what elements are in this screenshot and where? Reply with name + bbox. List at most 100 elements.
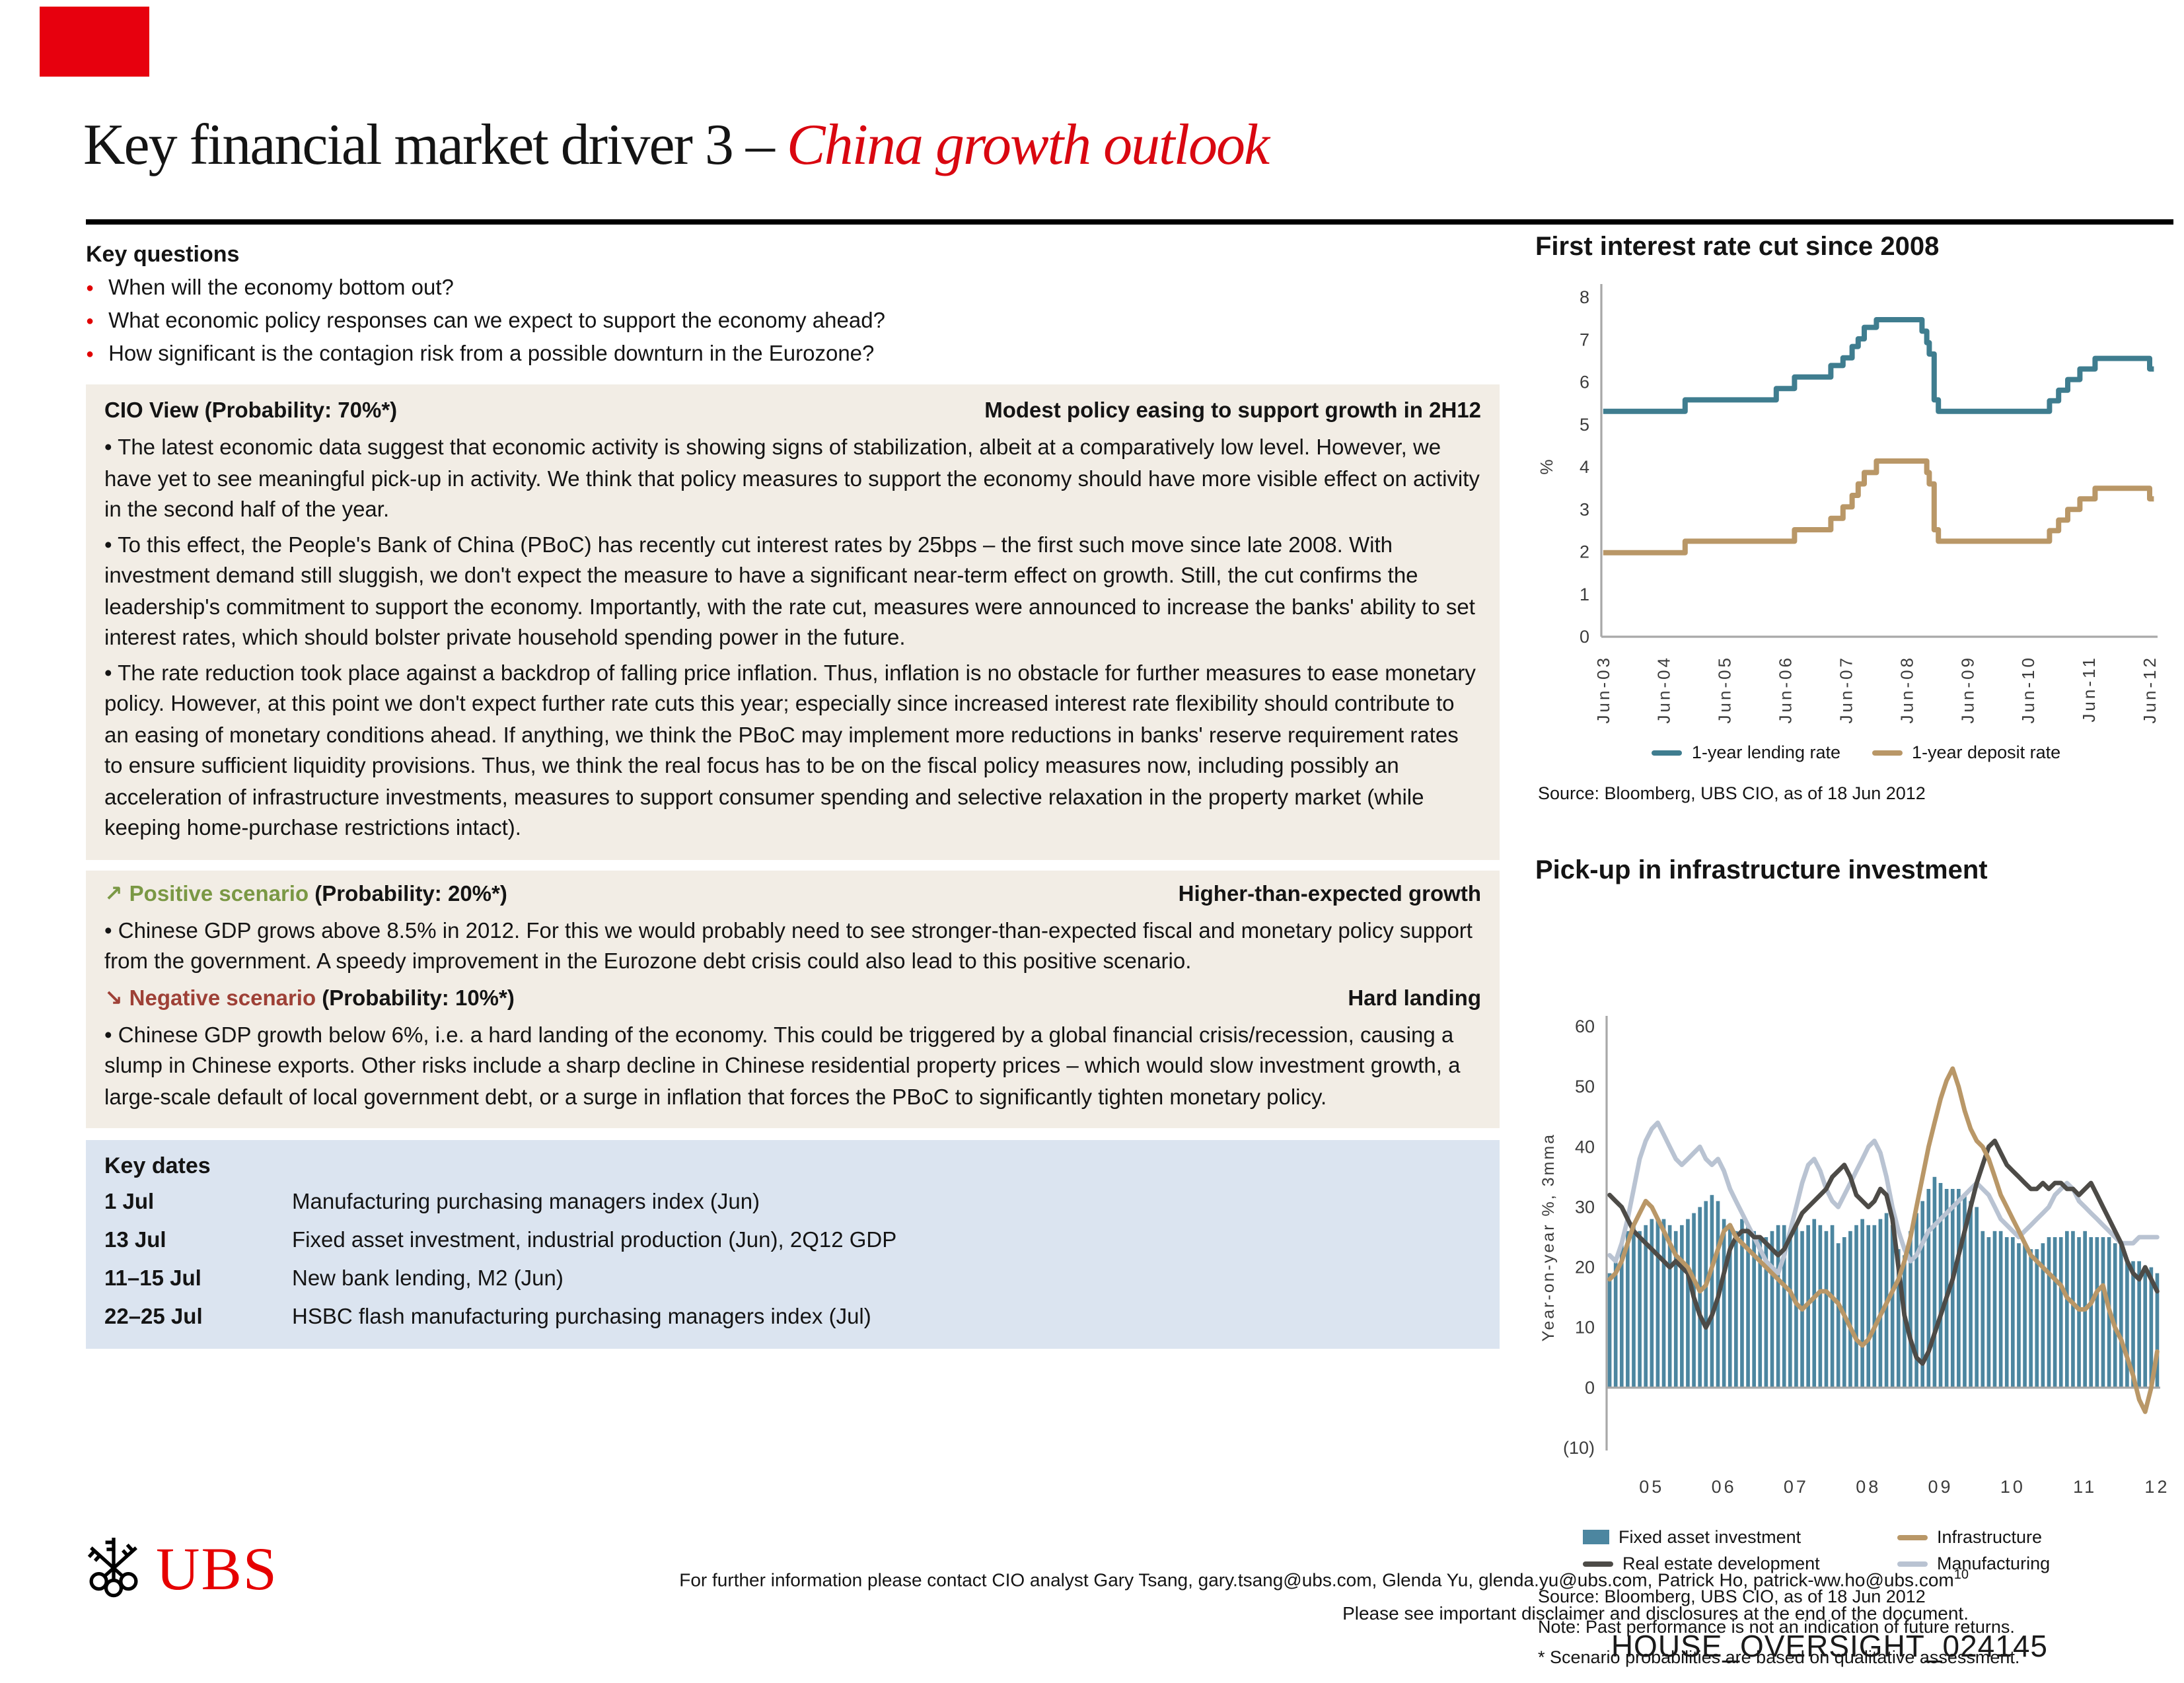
svg-text:Jun-04: Jun-04	[1654, 655, 1674, 724]
svg-text:10: 10	[1575, 1318, 1595, 1338]
negative-scenario-heading: ↘ Negative scenario (Probability: 10%*)	[104, 982, 515, 1014]
legend-item: Infrastructure	[1897, 1527, 2180, 1547]
key-date-row: 22–25 Jul HSBC flash manufacturing purcha…	[104, 1300, 1481, 1334]
svg-text:3: 3	[1580, 499, 1589, 519]
svg-text:Jun-05: Jun-05	[1715, 655, 1735, 724]
negative-scenario-tagline: Hard landing	[1348, 986, 1481, 1010]
key-questions-list: When will the economy bottom out?What ec…	[86, 272, 1500, 371]
svg-text:4: 4	[1580, 457, 1589, 477]
ubs-wordmark: UBS	[156, 1534, 278, 1602]
svg-text:60: 60	[1575, 1017, 1595, 1036]
ubs-logo: UBS	[83, 1530, 278, 1606]
legend-item: Real estate development	[1583, 1554, 1897, 1573]
svg-text:1: 1	[1580, 585, 1589, 604]
key-dates-heading: Key dates	[104, 1153, 211, 1178]
up-right-arrow-icon: ↗	[104, 880, 123, 906]
positive-scenario-probability: (Probability: 20%*)	[309, 882, 507, 906]
key-dates-rows: 1 Jul Manufacturing purchasing managers i…	[104, 1185, 1481, 1334]
disclaimer-line: Please see important disclaimer and disc…	[1342, 1602, 1969, 1624]
svg-text:6: 6	[1580, 373, 1589, 392]
key-questions-heading: Key questions	[86, 242, 240, 267]
svg-text:5: 5	[1580, 415, 1589, 435]
legend-swatch	[1872, 750, 1903, 755]
key-date-event: Manufacturing purchasing managers index …	[292, 1190, 760, 1214]
svg-text:Jun-10: Jun-10	[2018, 655, 2038, 724]
key-date-row: 1 Jul Manufacturing purchasing managers i…	[104, 1185, 1481, 1219]
svg-text:08: 08	[1856, 1477, 1881, 1497]
svg-text:50: 50	[1575, 1077, 1595, 1096]
cio-bullet: To this effect, the People's Bank of Chi…	[104, 530, 1481, 655]
page-number: 10	[1953, 1568, 1969, 1583]
svg-text:8: 8	[1580, 287, 1589, 307]
legend-label: Infrastructure	[1937, 1527, 2043, 1547]
key-date: 13 Jul	[104, 1229, 166, 1252]
svg-text:(10): (10)	[1563, 1438, 1595, 1458]
svg-text:05: 05	[1639, 1477, 1664, 1497]
negative-bullet: Chinese GDP growth below 6%, i.e. a hard…	[104, 1021, 1481, 1114]
svg-text:0: 0	[1580, 627, 1589, 647]
svg-text:Jun-09: Jun-09	[1957, 655, 1977, 724]
left-column: Key questions When will the economy bott…	[86, 242, 1500, 1349]
positive-scenario-tagline: Higher-than-expected growth	[1178, 882, 1481, 906]
negative-scenario-probability: (Probability: 10%*)	[316, 986, 515, 1010]
key-date-event: HSBC flash manufacturing purchasing mana…	[292, 1305, 871, 1329]
infrastructure-chart-legend: Fixed asset investment Infrastructure Real…	[1583, 1527, 2180, 1573]
legend-item: 1-year deposit rate	[1872, 742, 2060, 762]
legend-label: 1-year deposit rate	[1912, 742, 2061, 762]
key-date-event: New bank lending, M2 (Jun)	[292, 1267, 564, 1291]
legend-item: Manufacturing	[1897, 1554, 2180, 1573]
down-right-arrow-icon: ↘	[104, 985, 123, 1010]
legend-label: 1-year lending rate	[1691, 742, 1840, 762]
key-date: 22–25 Jul	[104, 1305, 203, 1329]
page-title-prefix: Key financial market driver 3 –	[83, 112, 787, 177]
svg-text:Jun-11: Jun-11	[2079, 655, 2099, 723]
cio-bullet: The latest economic data suggest that ec…	[104, 433, 1481, 526]
past-performance-note: Note: Past performance is not an indicat…	[1538, 1617, 2015, 1637]
svg-text:11: 11	[2073, 1477, 2097, 1497]
svg-text:2: 2	[1580, 542, 1589, 562]
contact-text: For further information please contact C…	[679, 1569, 1954, 1591]
svg-text:30: 30	[1575, 1197, 1595, 1217]
positive-bullet: Chinese GDP grows above 8.5% in 2012. Fo…	[104, 916, 1481, 978]
scenarios-box: ↗ Positive scenario (Probability: 20%*) H…	[86, 870, 1500, 1128]
svg-text:Year-on-year %, 3mma: Year-on-year %, 3mma	[1539, 1133, 1558, 1342]
cio-view-bullets: The latest economic data suggest that ec…	[104, 433, 1481, 845]
cio-view-tagline: Modest policy easing to support growth i…	[984, 399, 1481, 423]
negative-scenario-bullets: Chinese GDP growth below 6%, i.e. a hard…	[104, 1021, 1481, 1114]
page-title-emphasis: China growth outlook	[786, 112, 1270, 177]
key-date: 1 Jul	[104, 1190, 155, 1214]
svg-text:Jun-06: Jun-06	[1776, 655, 1796, 724]
legend-swatch	[1897, 1561, 1928, 1566]
document-stamp: HOUSE_OVERSIGHT_024145	[1611, 1629, 2048, 1663]
rates-chart-legend: 1-year lending rate 1-year deposit rate	[1533, 742, 2180, 762]
key-date: 11–15 Jul	[104, 1267, 201, 1291]
svg-text:40: 40	[1575, 1137, 1595, 1157]
svg-text:09: 09	[1928, 1477, 1953, 1497]
title-rule	[86, 219, 2173, 225]
positive-scenario-heading: ↗ Positive scenario (Probability: 20%*)	[104, 878, 507, 910]
svg-text:0: 0	[1585, 1378, 1595, 1398]
key-question-item: How significant is the contagion risk fr…	[86, 338, 1500, 371]
legend-swatch	[1583, 1561, 1613, 1566]
scenario-probability-footnote: * Scenario probabilities are based on qu…	[1538, 1647, 2020, 1667]
ubs-keys-icon	[87, 1538, 138, 1598]
infrastructure-chart-title: Pick-up in infrastructure investment	[1535, 856, 1988, 885]
rates-chart-title: First interest rate cut since 2008	[1535, 233, 1940, 262]
legend-label: Fixed asset investment	[1619, 1527, 1802, 1547]
infrastructure-chart-source: Source: Bloomberg, UBS CIO, as of 18 Jun…	[1538, 1587, 1926, 1606]
svg-text:Jun-07: Jun-07	[1836, 655, 1856, 724]
page-title: Key financial market driver 3 – China gr…	[83, 111, 1270, 178]
legend-swatch	[1897, 1534, 1928, 1540]
svg-text:20: 20	[1575, 1258, 1595, 1277]
cio-view-heading: CIO View (Probability: 70%*)	[104, 399, 398, 423]
svg-text:10: 10	[2000, 1477, 2025, 1497]
svg-text:Jun-03: Jun-03	[1593, 655, 1613, 724]
positive-scenario-label: Positive scenario	[129, 882, 309, 906]
svg-text:12: 12	[2144, 1477, 2169, 1497]
svg-text:%: %	[1537, 459, 1556, 474]
contact-line: For further information please contact C…	[679, 1568, 1969, 1590]
key-question-item: When will the economy bottom out?	[86, 272, 1500, 305]
legend-label: Manufacturing	[1937, 1554, 2051, 1573]
